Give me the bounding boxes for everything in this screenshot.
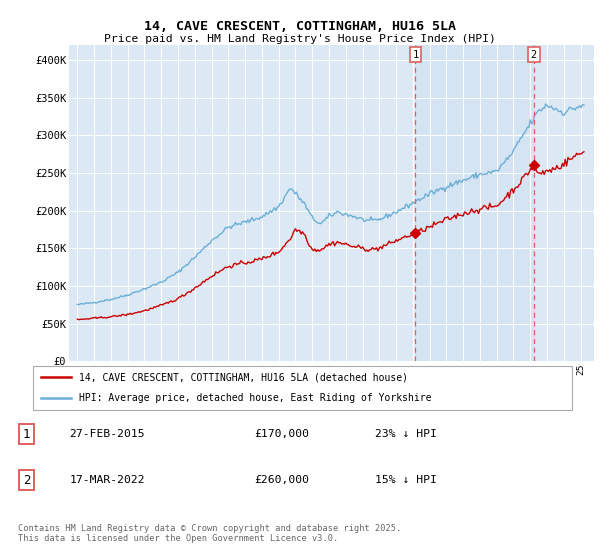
Bar [415, 45, 534, 361]
Text: £170,000: £170,000 [254, 429, 309, 439]
Text: Contains HM Land Registry data © Crown copyright and database right 2025.
This d: Contains HM Land Registry data © Crown c… [18, 524, 401, 543]
Text: 27-FEB-2015: 27-FEB-2015 [70, 429, 145, 439]
Text: 14, CAVE CRESCENT, COTTINGHAM, HU16 5LA (detached house): 14, CAVE CRESCENT, COTTINGHAM, HU16 5LA … [79, 372, 408, 382]
Text: 15% ↓ HPI: 15% ↓ HPI [375, 475, 437, 485]
Text: 23% ↓ HPI: 23% ↓ HPI [375, 429, 437, 439]
Text: 2: 2 [530, 49, 537, 59]
Text: HPI: Average price, detached house, East Riding of Yorkshire: HPI: Average price, detached house, East… [79, 393, 431, 403]
FancyBboxPatch shape [33, 366, 572, 410]
Text: Price paid vs. HM Land Registry's House Price Index (HPI): Price paid vs. HM Land Registry's House … [104, 34, 496, 44]
Text: 1: 1 [23, 428, 30, 441]
Text: 17-MAR-2022: 17-MAR-2022 [70, 475, 145, 485]
Text: 2: 2 [23, 474, 30, 487]
Text: £260,000: £260,000 [254, 475, 309, 485]
Text: 1: 1 [412, 49, 418, 59]
Text: 14, CAVE CRESCENT, COTTINGHAM, HU16 5LA: 14, CAVE CRESCENT, COTTINGHAM, HU16 5LA [144, 20, 456, 32]
